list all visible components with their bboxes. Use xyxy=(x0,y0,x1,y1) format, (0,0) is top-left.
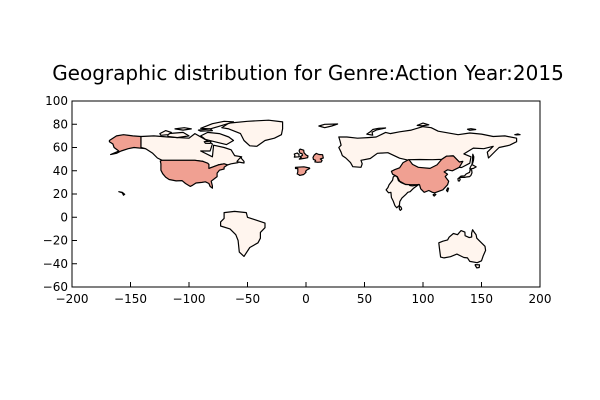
region-hawaii xyxy=(118,191,126,196)
y-tick-label: 20 xyxy=(53,187,68,201)
region-japan-honshu xyxy=(458,168,473,179)
region-ireland xyxy=(293,152,300,158)
region-banks xyxy=(159,130,172,136)
y-tick-label: −40 xyxy=(43,257,68,271)
y-tick-label: −60 xyxy=(43,280,68,294)
region-victoria xyxy=(167,131,190,139)
y-tick-label: 80 xyxy=(53,117,68,131)
x-tick-label: 100 xyxy=(412,292,435,306)
region-devon xyxy=(197,128,213,132)
y-tick-label: 40 xyxy=(53,164,68,178)
x-tick-label: 150 xyxy=(470,292,493,306)
y-tick-label: 100 xyxy=(45,94,68,108)
region-taiwan xyxy=(445,187,450,193)
region-hainan xyxy=(432,193,437,197)
region-china xyxy=(390,155,464,194)
region-wrangel xyxy=(514,133,521,136)
region-novaya-zemlya xyxy=(366,127,387,136)
region-usa xyxy=(159,159,229,189)
region-tasmania xyxy=(474,264,481,269)
region-baffin xyxy=(200,131,235,146)
region-india xyxy=(385,174,420,209)
region-severnaya-zemlya xyxy=(416,122,430,127)
y-tick-label: −20 xyxy=(43,234,68,248)
x-axis-ticks: −200 −150 −100 −50 0 50 100 150 200 xyxy=(56,282,552,306)
x-tick-label: −100 xyxy=(173,292,206,306)
region-new-siberian xyxy=(466,128,477,131)
chart-title: Geographic distribution for Genre:Action… xyxy=(52,61,564,85)
region-southampton xyxy=(203,140,212,144)
region-greenland xyxy=(221,119,284,147)
region-australia xyxy=(438,229,487,264)
region-sri-lanka xyxy=(398,205,403,211)
region-japan-hokkaido xyxy=(469,163,477,170)
region-japan-kyushu xyxy=(457,177,461,182)
x-tick-label: 200 xyxy=(529,292,552,306)
y-tick-label: 60 xyxy=(53,141,68,155)
region-svalbard xyxy=(318,123,339,129)
region-sakhalin xyxy=(471,153,475,165)
region-parry xyxy=(174,127,192,131)
region-russia xyxy=(338,125,518,169)
country-regions xyxy=(108,119,521,269)
region-newfoundland xyxy=(236,156,245,164)
x-tick-label: 0 xyxy=(302,292,310,306)
region-uk xyxy=(298,148,309,160)
y-axis-ticks: −60 −40 −20 0 20 40 60 80 100 xyxy=(43,94,77,294)
y-tick-label: 0 xyxy=(60,210,68,224)
x-tick-label: 50 xyxy=(357,292,372,306)
x-tick-label: −50 xyxy=(235,292,260,306)
x-tick-label: −200 xyxy=(56,292,89,306)
region-spain xyxy=(294,166,311,176)
region-brazil xyxy=(220,210,266,257)
x-tick-label: −150 xyxy=(114,292,147,306)
region-germany xyxy=(312,152,324,163)
region-alaska xyxy=(108,134,147,156)
